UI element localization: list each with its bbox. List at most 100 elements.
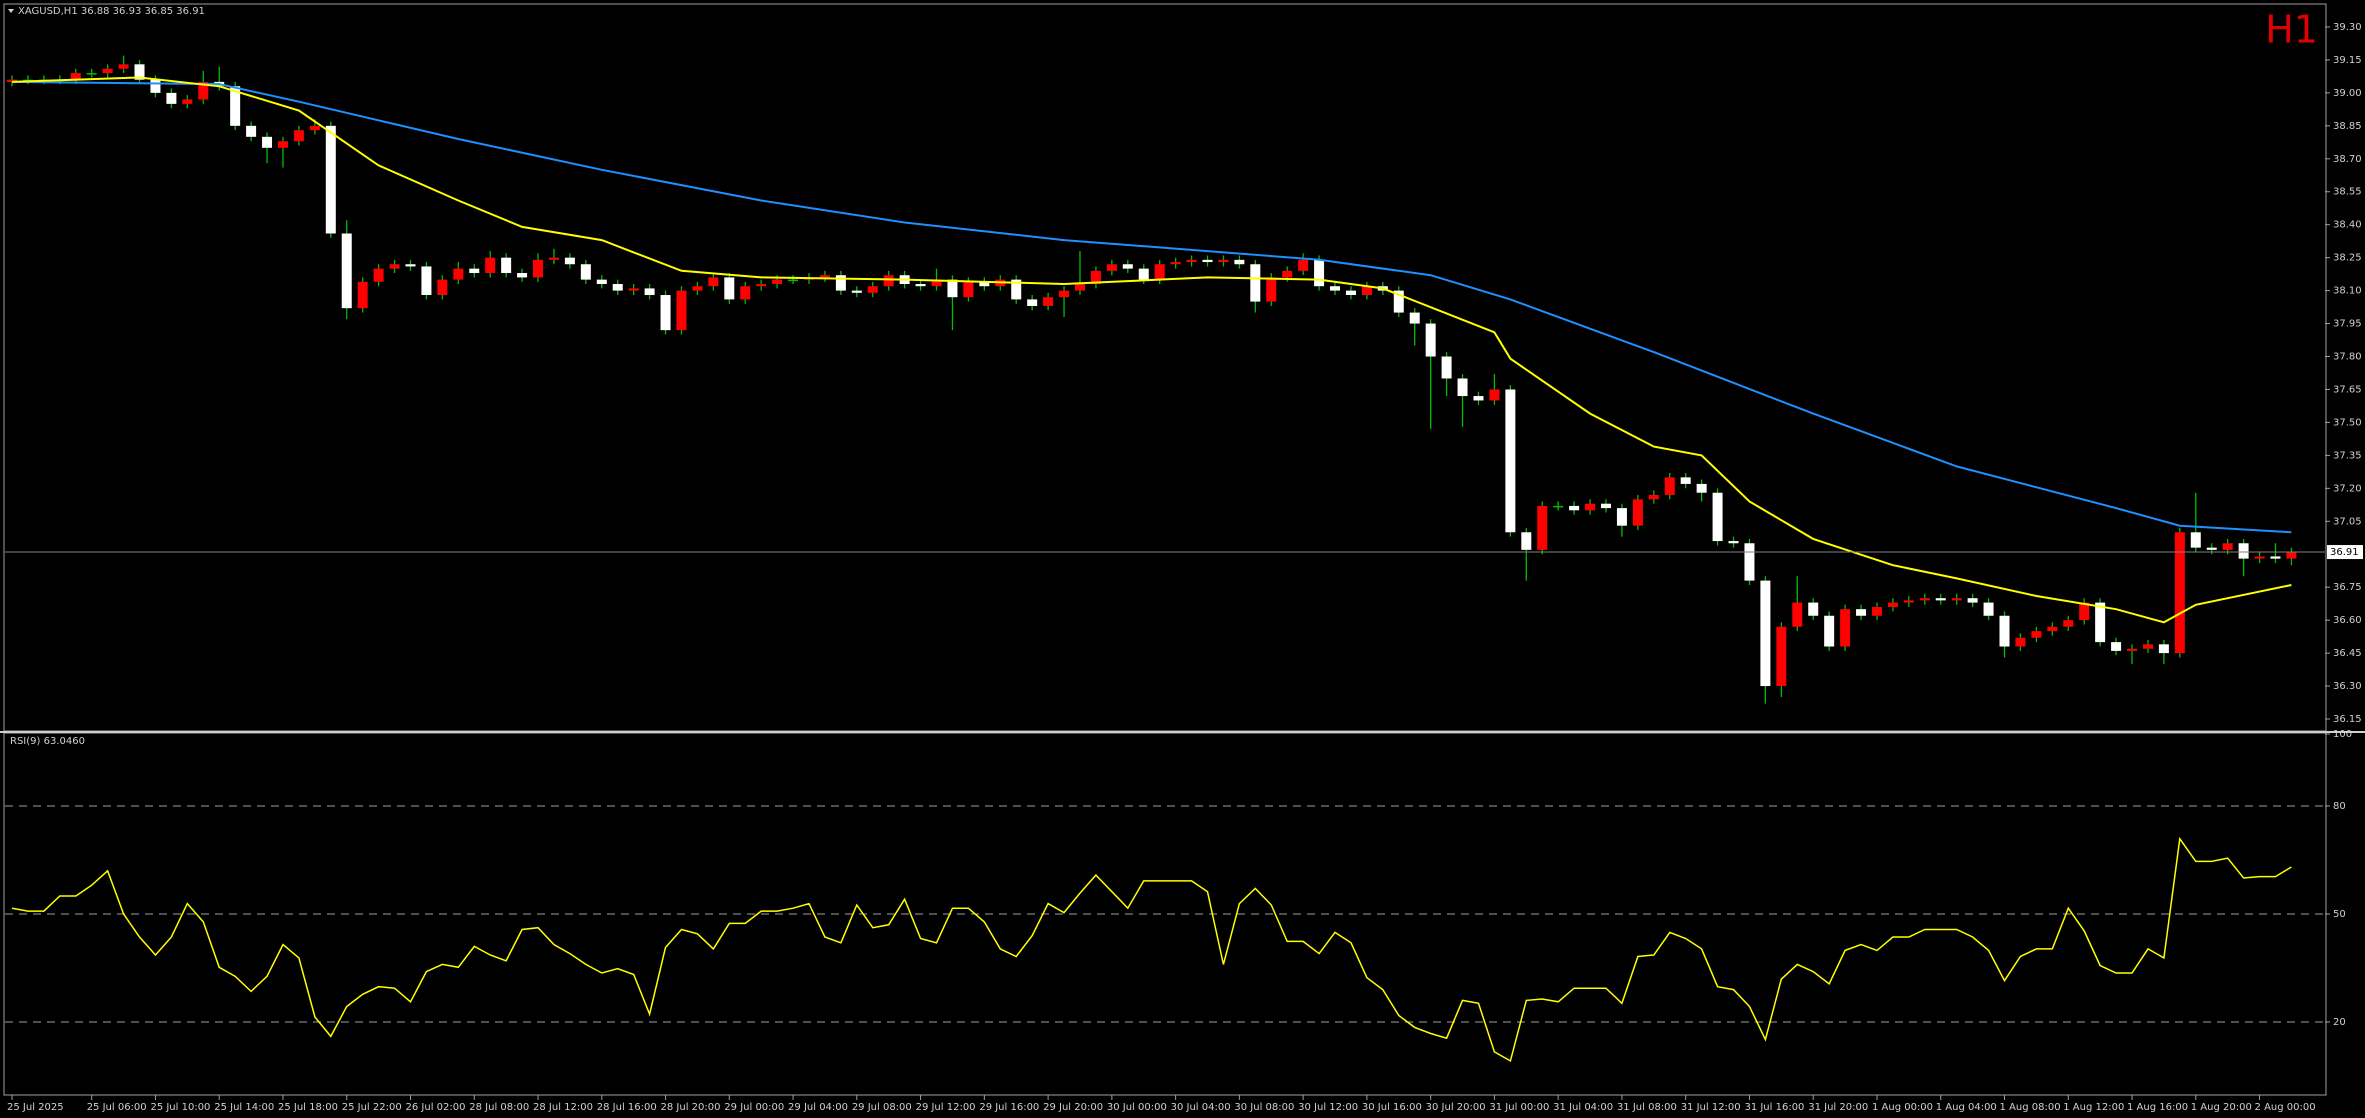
candle-body (2286, 552, 2297, 559)
x-tick-label: 28 Jul 16:00 (597, 1102, 657, 1113)
candle-body (1282, 270, 1293, 278)
candle-body (756, 284, 767, 287)
candle-body (1234, 259, 1245, 265)
candle-body (1154, 264, 1165, 280)
candle-body (1999, 615, 2010, 647)
candle-body (501, 257, 512, 274)
candle-body (1808, 602, 1819, 616)
candle-body (1569, 505, 1580, 511)
y-tick-label: 38.10 (2333, 286, 2362, 297)
candle-body (1616, 508, 1627, 526)
candle-body (1027, 299, 1038, 306)
candle-body (1967, 598, 1978, 603)
candle-body (1266, 277, 1277, 302)
candle-body (867, 286, 878, 293)
candle-body (1760, 580, 1771, 687)
candle-body (612, 284, 623, 291)
y-tick-label: 80 (2333, 801, 2346, 812)
candle-body (1393, 290, 1404, 313)
last-price-label: 36.91 (2330, 547, 2359, 558)
candle-body (1919, 598, 1930, 601)
candle-body (580, 264, 591, 280)
candle-body (1648, 494, 1659, 500)
x-tick-label: 2 Aug 00:00 (2255, 1102, 2316, 1113)
candle-body (1680, 477, 1691, 484)
y-tick-label: 38.70 (2333, 154, 2362, 165)
candle-body (644, 288, 655, 295)
candle-body (1744, 543, 1755, 581)
candle-body (1186, 259, 1197, 263)
menu-triangle (8, 9, 14, 13)
candle-body (1074, 284, 1085, 291)
x-tick-label: 1 Aug 00:00 (1872, 1102, 1933, 1113)
candle-body (628, 288, 639, 291)
candle-body (692, 286, 703, 291)
candle-body (1553, 505, 1564, 508)
x-tick-label: 30 Jul 16:00 (1362, 1102, 1422, 1113)
candle-body (2158, 644, 2169, 654)
candle-body (102, 68, 113, 74)
rsi-panel-frame (3, 732, 2327, 1096)
candle-body (1138, 268, 1149, 280)
candle-body (485, 257, 496, 274)
candle-body (134, 64, 145, 80)
y-tick-label: 37.95 (2333, 319, 2362, 330)
candle-body (835, 275, 846, 291)
x-tick-label: 29 Jul 16:00 (979, 1102, 1039, 1113)
candle-body (1250, 264, 1261, 302)
y-tick-label: 37.80 (2333, 352, 2362, 363)
candle-body (1521, 532, 1532, 550)
candle-body (325, 125, 336, 234)
x-tick-label: 1 Aug 20:00 (2191, 1102, 2252, 1113)
x-tick-label: 31 Jul 08:00 (1617, 1102, 1677, 1113)
x-tick-label: 30 Jul 20:00 (1426, 1102, 1486, 1113)
candle-body (309, 125, 320, 131)
candle-body (230, 86, 241, 126)
candle-body (1696, 483, 1707, 493)
candle-body (883, 275, 894, 287)
candle-body (2206, 547, 2217, 550)
x-tick-label: 29 Jul 04:00 (788, 1102, 848, 1113)
y-tick-label: 39.30 (2333, 22, 2362, 33)
candle-body (357, 281, 368, 309)
candle-body (1409, 312, 1420, 324)
candle-body (2270, 556, 2281, 559)
candle-body (2031, 631, 2042, 638)
y-tick-label: 37.65 (2333, 384, 2362, 395)
y-tick-label: 37.35 (2333, 450, 2362, 461)
candle-body (1314, 259, 1325, 287)
candle-body (596, 279, 607, 285)
candle-body (1585, 503, 1596, 511)
x-tick-label: 29 Jul 12:00 (916, 1102, 976, 1113)
candle-body (421, 266, 432, 295)
candle-body (246, 125, 257, 137)
candle-body (2063, 620, 2074, 627)
candle-body (772, 279, 783, 285)
price-panel-frame (3, 3, 2327, 732)
candle-body (947, 279, 958, 298)
rsi-title: RSI(9) 63.0460 (10, 736, 85, 747)
moving-average-line (11, 76, 2292, 624)
candle-body (1043, 297, 1054, 306)
candle-body (2238, 543, 2249, 559)
candle-body (548, 257, 559, 260)
candle-body (293, 130, 304, 142)
candle-body (1122, 264, 1133, 269)
candle-body (182, 99, 193, 104)
moving-average-line (11, 80, 2292, 534)
candle-body (150, 79, 161, 93)
candle-body (1776, 626, 1787, 687)
candle-body (1537, 505, 1548, 550)
x-tick-label: 28 Jul 20:00 (661, 1102, 721, 1113)
x-tick-label: 31 Jul 12:00 (1681, 1102, 1741, 1113)
x-tick-label: 30 Jul 12:00 (1298, 1102, 1358, 1113)
candle-body (437, 279, 448, 295)
candle-body (1170, 262, 1181, 265)
candle-body (2190, 532, 2201, 548)
x-tick-label: 29 Jul 20:00 (1043, 1102, 1103, 1113)
x-tick-label: 1 Aug 08:00 (2000, 1102, 2061, 1113)
x-tick-label: 1 Aug 16:00 (2127, 1102, 2188, 1113)
y-tick-label: 38.40 (2333, 220, 2362, 231)
candle-body (915, 284, 926, 287)
